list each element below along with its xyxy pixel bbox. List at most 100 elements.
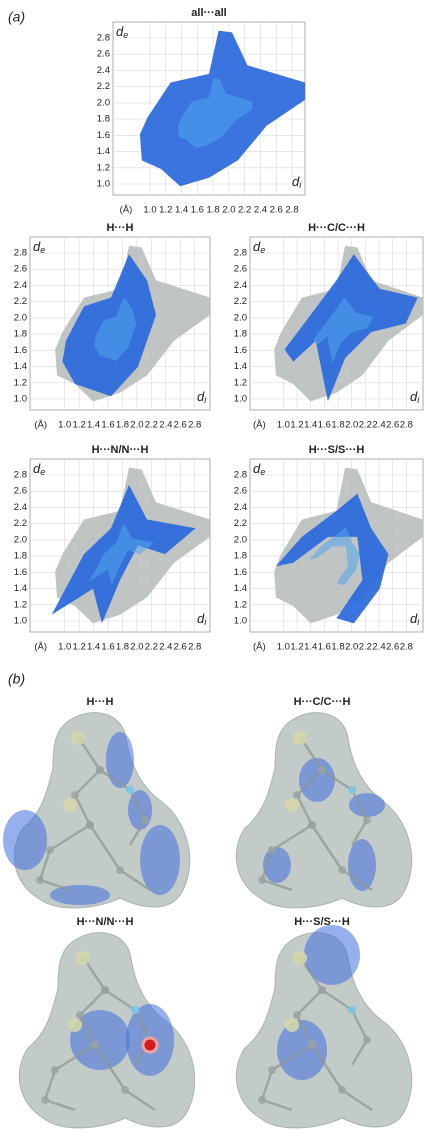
x-tick-label: 1.8 bbox=[207, 205, 220, 216]
x-tick-label: 1.6 bbox=[101, 420, 114, 431]
axis-symbol: d bbox=[253, 239, 261, 254]
x-tick-label: 1.4 bbox=[175, 205, 188, 216]
bond bbox=[350, 819, 369, 846]
sulfur-atom bbox=[285, 1018, 299, 1032]
axis-symbol: d bbox=[33, 239, 41, 254]
axis-label: de bbox=[33, 239, 45, 255]
x-tick-label: 1.2 bbox=[73, 642, 86, 653]
bond bbox=[295, 1014, 314, 1046]
bond bbox=[104, 988, 136, 1012]
axis-label: de bbox=[253, 239, 265, 255]
atom bbox=[258, 876, 266, 884]
x-tick-label: 1.8 bbox=[331, 642, 344, 653]
y-tick-label: 1.0 bbox=[234, 394, 247, 405]
hirshfeld-surface bbox=[18, 932, 196, 1129]
axis-symbol: d bbox=[197, 389, 205, 404]
axis-symbol: d bbox=[292, 174, 300, 189]
bond bbox=[296, 989, 323, 1016]
y-tick-label: 2.4 bbox=[234, 502, 247, 513]
sulfur-atom bbox=[76, 951, 90, 965]
x-tick-label: 2.2 bbox=[145, 420, 158, 431]
atom bbox=[96, 766, 104, 774]
x-tick-label: 2.8 bbox=[400, 642, 413, 653]
bond bbox=[73, 794, 92, 826]
x-tick-label: 2.8 bbox=[188, 642, 201, 653]
y-tick-label: 2.2 bbox=[97, 81, 110, 92]
axis-label: di bbox=[410, 611, 420, 627]
bond bbox=[78, 1014, 97, 1046]
y-tick-label: 2.2 bbox=[14, 518, 27, 529]
bond bbox=[74, 769, 101, 796]
bond bbox=[93, 1044, 127, 1091]
contact-patch bbox=[3, 810, 47, 870]
x-tick-label: 1.6 bbox=[101, 642, 114, 653]
axis-label: di bbox=[197, 611, 207, 627]
axis-subscript: e bbox=[123, 30, 128, 40]
axis-label: di bbox=[410, 389, 420, 405]
x-tick-label: 1.6 bbox=[191, 205, 204, 216]
atom bbox=[121, 1086, 129, 1094]
x-tick-label: 1.6 bbox=[318, 420, 331, 431]
y-tick-label: 1.8 bbox=[14, 329, 27, 340]
y-tick-label: 2.2 bbox=[234, 296, 247, 307]
sulfur-atom bbox=[293, 951, 307, 965]
x-tick-label: 2.8 bbox=[188, 420, 201, 431]
atom bbox=[41, 1096, 49, 1104]
atom bbox=[51, 1066, 59, 1074]
x-tick-label: 1.8 bbox=[331, 420, 344, 431]
bond bbox=[310, 824, 344, 871]
y-tick-label: 2.0 bbox=[14, 534, 27, 545]
y-tick-label: 1.6 bbox=[234, 345, 247, 356]
axis-subscript: i bbox=[299, 180, 302, 190]
x-tick-label: 2.2 bbox=[145, 642, 158, 653]
axis-symbol: d bbox=[197, 611, 205, 626]
y-tick-label: 2.6 bbox=[14, 264, 27, 275]
axis-symbol: d bbox=[410, 389, 418, 404]
sulfur-atom bbox=[63, 798, 77, 812]
bond bbox=[271, 823, 313, 852]
bond bbox=[128, 789, 147, 821]
atom bbox=[36, 876, 44, 884]
x-tick-label: 2.0 bbox=[222, 205, 235, 216]
axis-symbol: d bbox=[253, 461, 261, 476]
bond bbox=[350, 1009, 369, 1041]
surface-title: H···C/C···H bbox=[294, 696, 351, 708]
x-tick-label: 1.0 bbox=[58, 420, 71, 431]
bond bbox=[261, 1098, 293, 1112]
contact-patch bbox=[304, 925, 360, 985]
x-tick-label: 2.6 bbox=[174, 642, 187, 653]
x-tick-label: 1.2 bbox=[73, 420, 86, 431]
axis-subscript: i bbox=[204, 617, 207, 627]
axis-label: de bbox=[253, 461, 265, 477]
atom bbox=[141, 816, 149, 824]
nitrogen-atom bbox=[348, 786, 356, 794]
x-tick-label: 2.0 bbox=[345, 420, 358, 431]
y-tick-label: 2.8 bbox=[14, 248, 27, 259]
sulfur-atom bbox=[285, 798, 299, 812]
bond bbox=[295, 794, 314, 826]
atom bbox=[293, 791, 301, 799]
bond bbox=[261, 878, 293, 892]
axis-label: di bbox=[292, 174, 302, 190]
bond bbox=[54, 1043, 96, 1072]
nitrogen-atom bbox=[131, 1006, 139, 1014]
y-tick-label: 2.8 bbox=[234, 470, 247, 481]
x-tick-label: 2.8 bbox=[400, 420, 413, 431]
x-tick-label: 1.2 bbox=[290, 642, 303, 653]
axis-symbol: d bbox=[116, 24, 124, 39]
contact-patch bbox=[299, 758, 335, 802]
y-tick-label: 2.8 bbox=[97, 33, 110, 44]
y-tick-label: 1.6 bbox=[97, 130, 110, 141]
x-tick-label: 2.4 bbox=[372, 642, 385, 653]
nitrogen-atom bbox=[126, 786, 134, 794]
sulfur-atom bbox=[68, 1018, 82, 1032]
x-tick-label: 2.4 bbox=[159, 642, 172, 653]
x-tick-label: 1.8 bbox=[116, 420, 129, 431]
x-tick-label: 2.0 bbox=[130, 642, 143, 653]
x-tick-label: 2.6 bbox=[270, 205, 283, 216]
y-tick-label: 2.6 bbox=[14, 486, 27, 497]
bond bbox=[43, 1069, 57, 1101]
unit-label: (Å) bbox=[120, 205, 133, 216]
y-tick-label: 1.2 bbox=[234, 599, 247, 610]
